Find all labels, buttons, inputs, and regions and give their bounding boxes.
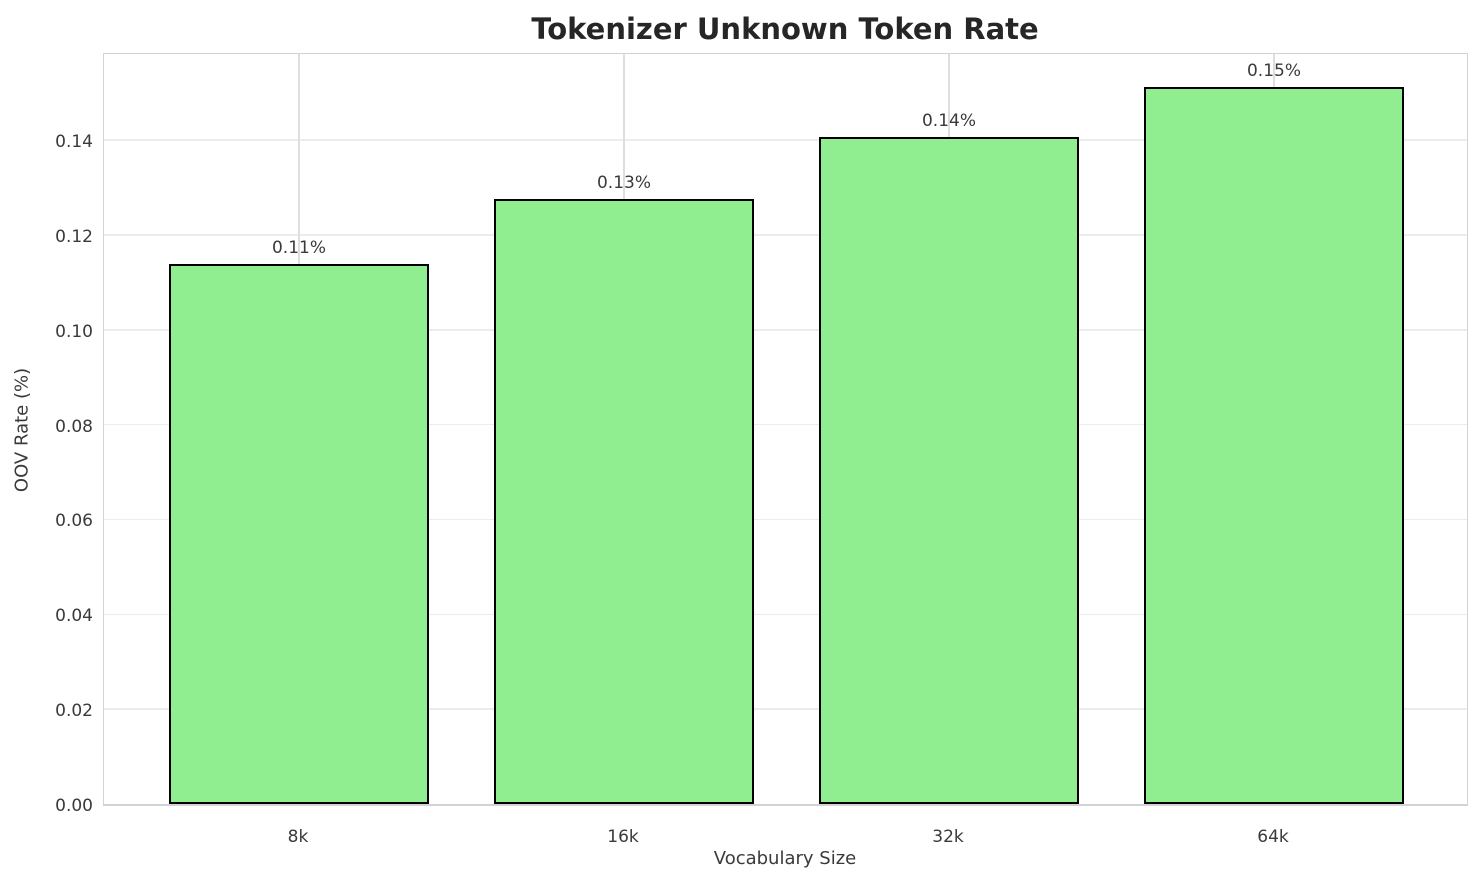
- gridline-horizontal: [104, 423, 1467, 426]
- y-tick-label: 0.14: [55, 132, 93, 153]
- gridline-horizontal: [104, 708, 1467, 710]
- bar-value-label: 0.11%: [271, 238, 327, 259]
- gridline-horizontal: [104, 139, 1467, 141]
- y-tick-label: 0.04: [55, 606, 93, 627]
- x-tick-label: 16k: [607, 827, 639, 847]
- bar-16k: [494, 199, 754, 804]
- x-tick-label: 64k: [1257, 827, 1289, 847]
- bar-value-label: 0.13%: [596, 173, 652, 194]
- x-tick-label: 32k: [932, 827, 964, 847]
- bar-8k: [169, 264, 429, 804]
- y-tick-label: 0.10: [55, 321, 93, 342]
- gridline-horizontal: [104, 329, 1467, 331]
- y-tick-label: 0.00: [55, 796, 93, 816]
- plot-area: 0.11% 0.13% 0.14% 0.15%: [103, 53, 1468, 806]
- bar-value-label: 0.14%: [921, 111, 977, 132]
- bar-64k: [1144, 87, 1404, 804]
- x-tick-label: 8k: [287, 827, 309, 847]
- x-axis-label: Vocabulary Size: [713, 848, 857, 869]
- chart-title: Tokenizer Unknown Token Rate: [531, 12, 1039, 46]
- bar-32k: [819, 137, 1079, 804]
- y-tick-label: 0.12: [55, 226, 93, 247]
- gridline-horizontal: [104, 613, 1467, 616]
- y-tick-label: 0.02: [55, 701, 93, 722]
- bar-value-label: 0.15%: [1246, 61, 1302, 82]
- gridline-horizontal: [104, 234, 1467, 236]
- gridline-horizontal: [104, 518, 1467, 521]
- y-tick-label: 0.08: [55, 416, 93, 437]
- y-tick-label: 0.06: [55, 511, 93, 532]
